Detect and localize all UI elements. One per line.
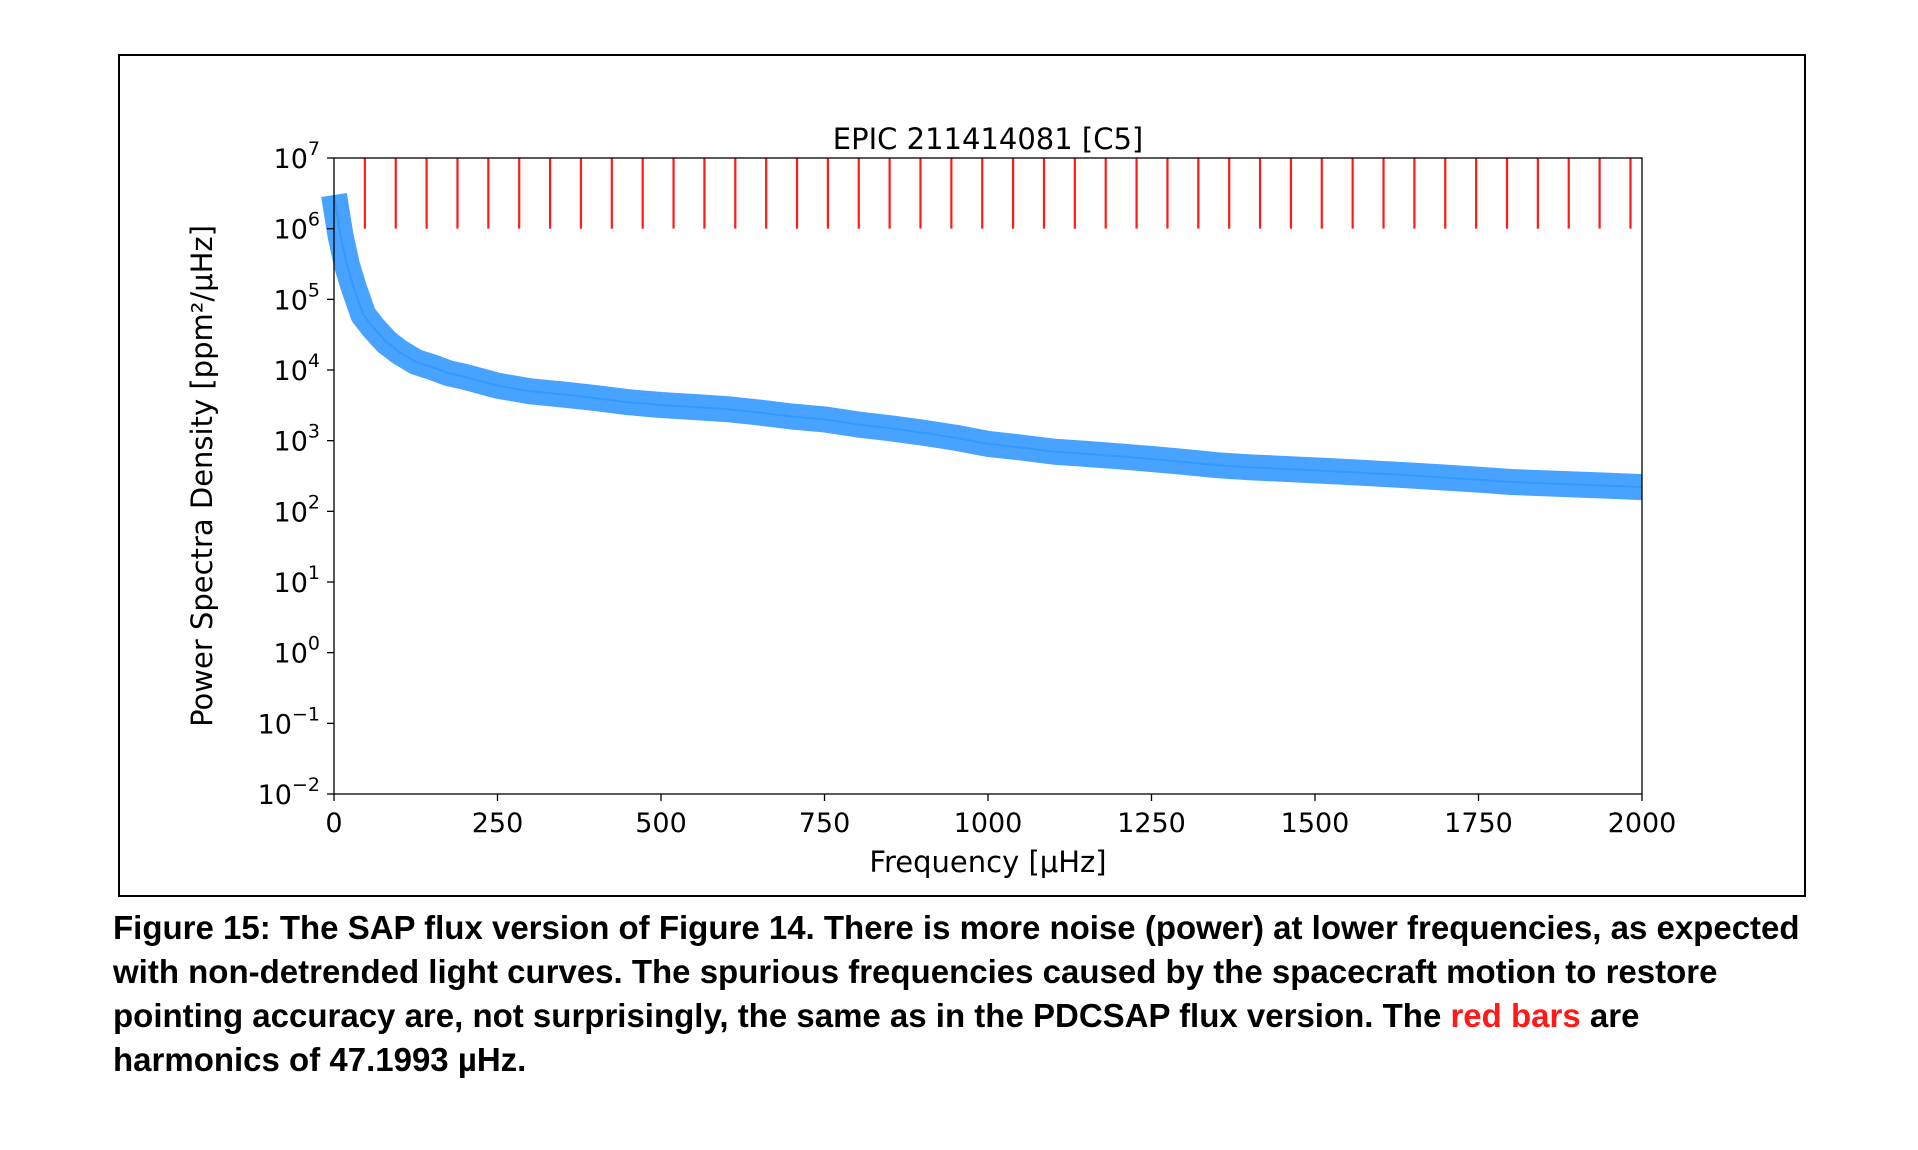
series-group — [321, 192, 1643, 501]
y-tick-label: 105 — [274, 279, 320, 316]
x-axis: 0 250 500 750 1000 1250 1500 1750 2000 — [325, 794, 1676, 839]
y-tick-label: 10−2 — [258, 774, 320, 811]
x-tick-label: 0 — [325, 808, 342, 839]
figure-caption: Figure 15: The SAP flux version of Figur… — [113, 906, 1813, 1082]
y-tick-label: 103 — [274, 421, 320, 458]
chart-title: EPIC 211414081 [C5] — [833, 122, 1143, 156]
series-line-core-0 — [333, 194, 1643, 489]
y-tick-label: 10−1 — [258, 703, 320, 740]
caption-text-end: are harmonics of 47.1993 µHz. — [113, 997, 1640, 1078]
x-axis-label: Frequency [μHz] — [869, 845, 1106, 879]
y-tick-label: 104 — [274, 350, 320, 387]
y-axis-label: Power Spectra Density [ppm²/μHz] — [185, 225, 219, 727]
y-tick-label: 106 — [274, 209, 320, 246]
x-tick-label: 1250 — [1117, 808, 1186, 839]
caption-text: Figure 15: The SAP flux version of Figur… — [113, 909, 1800, 1034]
x-tick-label: 750 — [799, 808, 851, 839]
figure-frame: 0 250 500 750 1000 1250 1500 1750 2000 107 106 105… — [118, 54, 1806, 897]
harmonic-bars-group — [363, 158, 1632, 229]
x-tick-label: 1000 — [954, 808, 1023, 839]
y-tick-label: 100 — [274, 633, 320, 670]
x-tick-label: 1750 — [1444, 808, 1513, 839]
x-tick-label: 2000 — [1608, 808, 1677, 839]
y-axis: 107 106 105 104 103 102 101 100 10−1 10−2 — [258, 138, 334, 811]
y-tick-label: 107 — [274, 138, 320, 175]
x-tick-label: 250 — [472, 808, 524, 839]
y-tick-label: 101 — [274, 562, 320, 599]
x-tick-label: 1500 — [1281, 808, 1350, 839]
x-tick-label: 500 — [635, 808, 687, 839]
caption-highlight: red bars — [1450, 997, 1581, 1034]
chart: 0 250 500 750 1000 1250 1500 1750 2000 107 106 105… — [185, 122, 1676, 879]
y-tick-label: 102 — [274, 491, 320, 528]
